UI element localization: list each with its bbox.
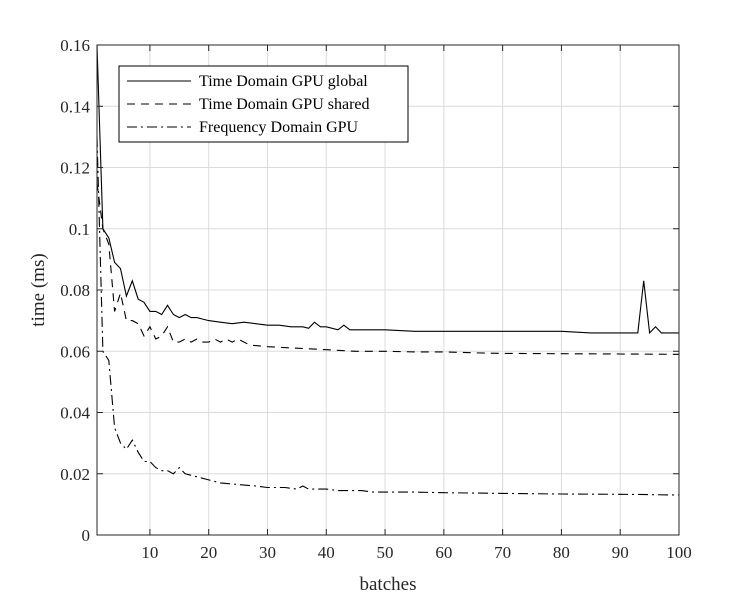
series-line-3 — [96, 136, 679, 496]
y-tick-label: 0.16 — [60, 36, 90, 55]
legend-entry: Frequency Domain GPU — [199, 119, 359, 136]
legend-entry: Time Domain GPU global — [199, 73, 368, 90]
y-tick-label: 0.04 — [60, 404, 90, 423]
x-tick-label: 80 — [553, 543, 570, 562]
ticks — [97, 44, 680, 536]
tick-labels: 10 20 30 40 50 60 70 80 90 100 0 0.02 0.04 0.06 0.08 0.… — [60, 36, 692, 562]
y-tick-label: 0.12 — [60, 159, 90, 178]
series-line-1 — [96, 44, 679, 335]
x-tick-label: 70 — [494, 543, 511, 562]
x-tick-label: 40 — [318, 543, 335, 562]
x-tick-label: 90 — [612, 543, 629, 562]
x-tick-label: 10 — [141, 543, 158, 562]
y-axis-label: time (ms) — [28, 253, 49, 326]
legend-box — [118, 65, 409, 143]
series-layer — [96, 44, 680, 496]
x-tick-label: 60 — [435, 543, 452, 562]
y-tick-label: 0.14 — [60, 97, 90, 116]
x-tick-label: 50 — [377, 543, 394, 562]
x-axis-label: batches — [360, 574, 417, 595]
y-tick-label: 0.08 — [60, 281, 90, 300]
y-tick-label: 0.1 — [69, 220, 90, 239]
x-tick-label: 20 — [200, 543, 217, 562]
x-tick-label: 30 — [259, 543, 276, 562]
series-line-2 — [96, 182, 680, 355]
y-tick-label: 0.02 — [60, 465, 90, 484]
y-tick-label: 0.06 — [60, 342, 90, 361]
legend: Time Domain GPU global Time Domain GPU sh… — [118, 65, 409, 143]
legend-entry: Time Domain GPU shared — [199, 96, 370, 113]
x-tick-label: 100 — [666, 543, 692, 562]
y-tick-label: 0 — [82, 526, 91, 545]
